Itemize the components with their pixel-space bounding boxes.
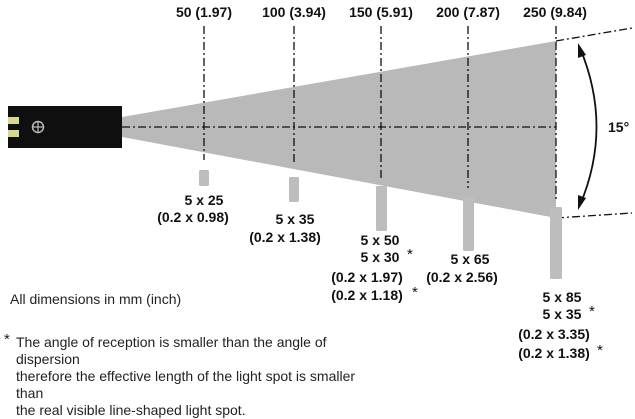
distance-label-200: 200 (7.87) [436, 4, 500, 20]
spot-label-150-mm-effective: 5 x 30 [361, 249, 400, 265]
distance-label-150: 150 (5.91) [349, 4, 413, 20]
spot-label-250-inch-effective: (0.2 x 1.38) [518, 345, 590, 361]
light-spot-100 [289, 177, 299, 202]
asterisk-250-mm: * [589, 303, 595, 320]
sensor-device [8, 106, 122, 148]
light-spot-150 [376, 186, 387, 231]
spot-label-250-inch: (0.2 x 3.35) [518, 326, 590, 342]
footnote-line-2: therefore the effective length of the li… [16, 368, 356, 401]
sensor-led-bottom [8, 130, 19, 137]
light-beam-cone [122, 41, 556, 218]
light-spot-250 [550, 207, 562, 279]
spot-label-50-mm: 5 x 25 [185, 192, 224, 208]
spot-label-200-inch: (0.2 x 2.56) [426, 269, 498, 285]
footnote-asterisk: * [4, 331, 10, 348]
spot-label-100-inch: (0.2 x 1.38) [249, 229, 321, 245]
footnote-line-1: The angle of reception is smaller than t… [16, 334, 327, 367]
light-spot-50 [199, 170, 209, 186]
spot-label-100-mm: 5 x 35 [276, 211, 315, 227]
asterisk-150-inch: * [412, 284, 418, 301]
distance-label-100: 100 (3.94) [262, 4, 326, 20]
angle-arrow-bottom [578, 195, 586, 210]
light-beam-diagram: 15° 50 (1.97) 100 (3.94) 150 (5.91) 200 … [8, 4, 633, 361]
light-spot-200 [463, 197, 474, 251]
spot-label-150-inch-effective: (0.2 x 1.18) [331, 287, 403, 303]
asterisk-150-mm: * [407, 246, 413, 263]
spot-label-150-mm: 5 x 50 [361, 232, 400, 248]
angle-arrow-top [578, 43, 586, 58]
asterisk-250-inch: * [597, 342, 603, 359]
dimension-note: All dimensions in mm (inch) [10, 291, 182, 307]
angle-arc [579, 47, 598, 206]
sensor-led-top [8, 117, 19, 124]
spot-label-150-inch: (0.2 x 1.97) [331, 269, 403, 285]
angle-extension-top [555, 27, 633, 42]
angle-label: 15° [608, 119, 629, 135]
spot-label-50-inch: (0.2 x 0.98) [157, 209, 229, 225]
footnote-line-3: the real visible line-shaped light spot. [16, 402, 246, 418]
spot-label-250-mm-effective: 5 x 35 [543, 306, 582, 322]
distance-label-250: 250 (9.84) [523, 4, 587, 20]
angle-extension-bottom [555, 212, 633, 219]
spot-label-250-mm: 5 x 85 [543, 289, 582, 305]
footnote-text: The angle of reception is smaller than t… [16, 334, 386, 419]
spot-label-200-mm: 5 x 65 [451, 251, 490, 267]
distance-label-50: 50 (1.97) [176, 4, 232, 20]
